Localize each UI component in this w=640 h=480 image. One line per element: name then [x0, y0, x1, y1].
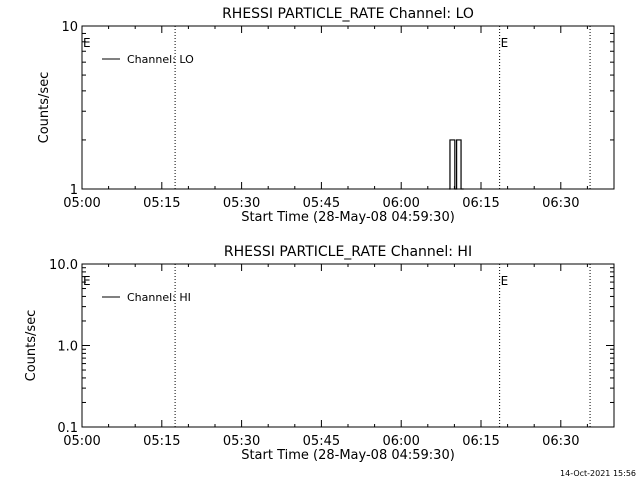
x-axis-label: Start Time (28-May-08 04:59:30) [241, 448, 455, 463]
x-tick-label: 05:00 [63, 434, 100, 449]
y-tick-label: 10.0 [49, 258, 78, 273]
y-tick-label: 10 [61, 20, 78, 35]
x-tick-label: 05:00 [63, 196, 100, 211]
x-tick-label: 06:15 [462, 196, 499, 211]
x-tick-label: 05:30 [223, 196, 260, 211]
x-tick-label: 05:15 [143, 196, 180, 211]
chart-title: RHESSI PARTICLE_RATE Channel: HI [224, 244, 472, 260]
edge-marker-label: E [83, 36, 91, 50]
y-tick-label: 0.1 [57, 421, 78, 436]
y-tick-label: 1 [70, 183, 78, 198]
legend-label: Channel: HI [127, 291, 191, 304]
x-tick-label: 05:15 [143, 434, 180, 449]
marker-label: E [501, 36, 509, 50]
x-axis-label: Start Time (28-May-08 04:59:30) [241, 210, 455, 225]
marker-label: E [501, 274, 509, 288]
y-axis-label: Counts/sec [24, 310, 39, 382]
chart-title: RHESSI PARTICLE_RATE Channel: LO [222, 6, 474, 22]
series-line [449, 139, 464, 190]
x-tick-label: 05:30 [223, 434, 260, 449]
x-tick-label: 06:00 [382, 196, 419, 211]
legend-label: Channel: LO [127, 53, 194, 66]
plot-frame [81, 263, 615, 428]
x-tick-label: 05:45 [303, 196, 340, 211]
chart-panel-1: RHESSI PARTICLE_RATE Channel: HI 05:00 05:… [24, 244, 615, 463]
x-tick-label: 06:00 [382, 434, 419, 449]
x-tick-label: 05:45 [303, 434, 340, 449]
footer-timestamp: 14-Oct-2021 15:56 [560, 469, 636, 478]
x-tick-label: 06:30 [542, 434, 579, 449]
edge-marker-label: E [83, 274, 91, 288]
x-tick-label: 06:15 [462, 434, 499, 449]
chart-panel-0: RHESSI PARTICLE_RATE Channel: LO 05:00 05:… [37, 6, 615, 225]
y-axis-label: Counts/sec [37, 72, 52, 144]
y-tick-label: 1.0 [57, 340, 78, 355]
x-tick-label: 06:30 [542, 196, 579, 211]
plot-frame [81, 25, 615, 190]
